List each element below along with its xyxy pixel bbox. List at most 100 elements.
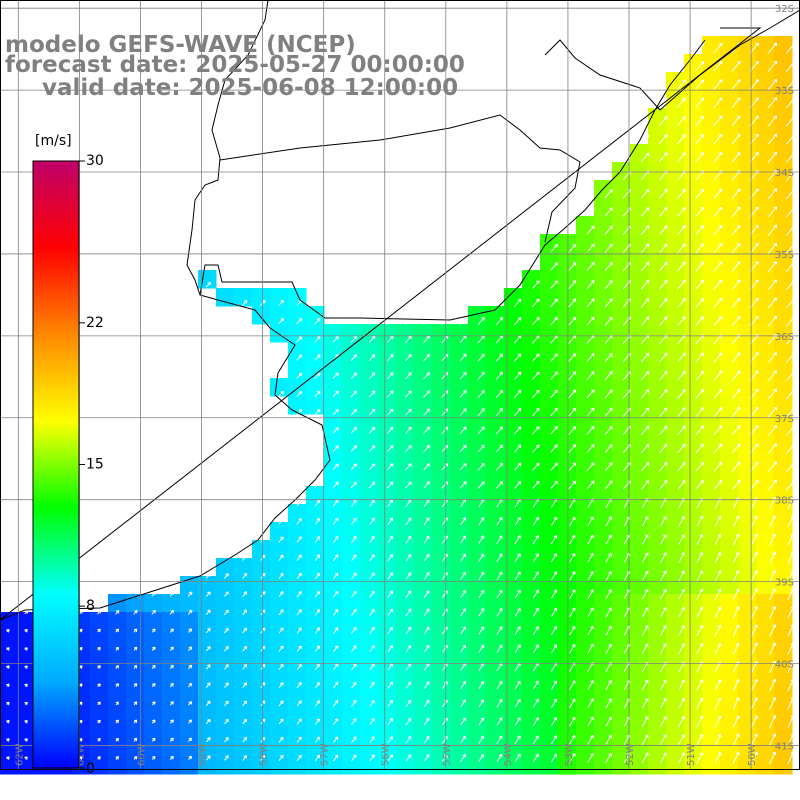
- wind-arrow: [242, 700, 248, 707]
- wind-arrow: [678, 588, 685, 600]
- speed-cell: [324, 720, 343, 739]
- wind-arrow: [188, 755, 192, 761]
- wind-arrow: [786, 224, 796, 236]
- speed-cell: [342, 648, 361, 667]
- speed-cell: [612, 648, 631, 667]
- speed-cell: [324, 450, 343, 469]
- wind-arrow: [350, 390, 357, 398]
- speed-cell: [684, 432, 703, 451]
- wind-arrow: [532, 571, 539, 581]
- wind-arrow: [151, 737, 156, 742]
- speed-cell: [702, 252, 721, 271]
- speed-cell: [252, 540, 271, 559]
- speed-cell: [648, 360, 667, 379]
- speed-cell: [288, 612, 307, 631]
- wind-arrow: [314, 481, 321, 489]
- speed-cell: [234, 702, 253, 721]
- speed-cell: [450, 558, 469, 577]
- wind-arrow: [658, 206, 668, 217]
- speed-cell: [576, 684, 595, 703]
- wind-arrow: [569, 680, 576, 690]
- speed-cell: [558, 738, 577, 757]
- speed-cell: [774, 432, 793, 451]
- speed-cell: [216, 720, 235, 739]
- wind-arrow: [241, 299, 248, 306]
- speed-cell: [378, 468, 397, 487]
- speed-cell: [270, 522, 289, 541]
- wind-arrow: [641, 607, 649, 618]
- wind-arrow: [659, 243, 668, 254]
- speed-cell: [450, 720, 469, 739]
- speed-cell: [378, 630, 397, 649]
- wind-arrow: [731, 461, 741, 472]
- speed-cell: [324, 594, 343, 613]
- speed-cell: [756, 72, 775, 91]
- speed-cell: [450, 666, 469, 685]
- wind-arrow: [641, 734, 649, 746]
- wind-arrow: [24, 647, 28, 651]
- speed-cell: [126, 720, 145, 739]
- speed-cell: [504, 684, 523, 703]
- wind-arrow: [678, 552, 685, 564]
- wind-arrow: [278, 609, 284, 616]
- speed-cell: [720, 576, 739, 595]
- wind-arrow: [514, 717, 521, 726]
- speed-cell: [648, 180, 667, 199]
- speed-cell: [252, 558, 271, 577]
- speed-cell: [558, 558, 577, 577]
- speed-cell: [756, 108, 775, 127]
- wind-arrow: [678, 570, 685, 582]
- wind-arrow: [785, 78, 796, 91]
- speed-cell: [306, 594, 325, 613]
- speed-cell: [666, 594, 685, 613]
- speed-cell: [468, 378, 487, 397]
- speed-cell: [378, 414, 397, 433]
- speed-cell: [666, 522, 685, 541]
- wind-arrow: [296, 627, 302, 634]
- wind-arrow: [677, 134, 686, 145]
- speed-cell: [486, 702, 505, 721]
- wind-arrow: [769, 696, 777, 710]
- speed-cell: [774, 72, 793, 91]
- wind-arrow: [550, 243, 558, 253]
- wind-arrow: [604, 316, 613, 326]
- speed-cell: [522, 288, 541, 307]
- wind-arrow: [369, 554, 375, 562]
- speed-cell: [90, 684, 109, 703]
- speed-cell: [216, 288, 235, 307]
- wind-arrow: [786, 242, 796, 254]
- speed-cell: [738, 666, 757, 685]
- speed-cell: [414, 594, 433, 613]
- wind-arrow: [713, 479, 723, 490]
- speed-cell: [342, 540, 361, 559]
- wind-arrow: [769, 606, 777, 619]
- wind-arrow: [605, 680, 612, 691]
- wind-arrow: [605, 516, 612, 527]
- speed-cell: [396, 342, 415, 361]
- speed-cell: [450, 342, 469, 361]
- wind-arrow: [658, 152, 668, 163]
- speed-cell: [522, 684, 541, 703]
- speed-cell: [684, 288, 703, 307]
- wind-arrow: [587, 571, 594, 581]
- wind-arrow: [714, 642, 722, 655]
- wind-arrow: [460, 626, 466, 635]
- speed-cell: [522, 270, 541, 289]
- wind-arrow: [314, 736, 320, 743]
- speed-cell: [288, 360, 307, 379]
- speed-cell: [396, 414, 415, 433]
- speed-cell: [612, 612, 631, 631]
- wind-arrow: [551, 716, 558, 727]
- speed-cell: [702, 162, 721, 181]
- wind-arrow: [514, 753, 521, 763]
- speed-cell: [594, 306, 613, 325]
- wind-arrow: [278, 572, 284, 580]
- wind-arrow: [605, 607, 612, 618]
- wind-arrow: [731, 388, 741, 400]
- wind-arrow: [713, 297, 723, 309]
- wind-arrow: [659, 425, 668, 436]
- speed-cell: [342, 378, 361, 397]
- wind-arrow: [278, 591, 284, 598]
- speed-cell: [630, 306, 649, 325]
- speed-cell: [234, 738, 253, 757]
